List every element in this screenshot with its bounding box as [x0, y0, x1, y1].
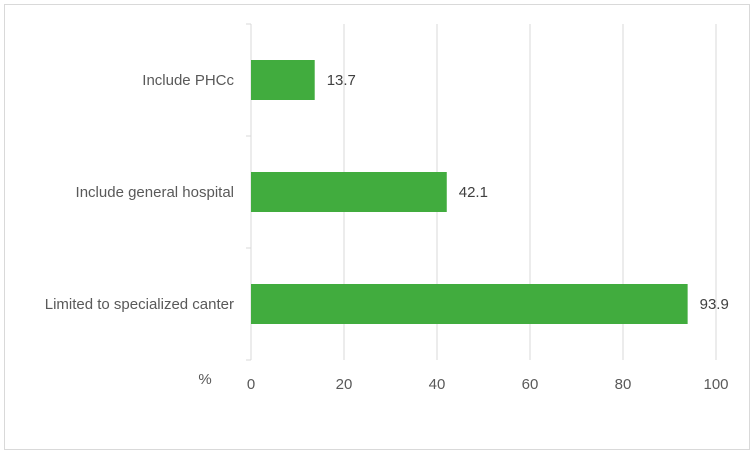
x-axis-label: %: [198, 371, 211, 388]
data-labels: 93.9 42.1 13.7: [327, 72, 729, 313]
category-label: Limited to specialized canter: [45, 296, 234, 313]
data-label: 93.9: [700, 296, 729, 313]
category-labels: Limited to specialized canter Include gen…: [45, 72, 235, 313]
x-tick-label: 60: [522, 376, 539, 393]
bars: [251, 60, 688, 324]
x-tick-label: 20: [336, 376, 353, 393]
x-tick-label: 0: [247, 376, 255, 393]
category-label: Include PHCc: [142, 72, 234, 89]
chart-frame: [4, 4, 750, 450]
bar: [251, 60, 315, 100]
x-tick-label: 80: [615, 376, 632, 393]
x-tick-label: 40: [429, 376, 446, 393]
bar: [251, 172, 447, 212]
x-tick-label: 100: [703, 376, 728, 393]
data-label: 42.1: [459, 184, 488, 201]
category-label: Include general hospital: [76, 184, 234, 201]
data-label: 13.7: [327, 72, 356, 89]
bar: [251, 284, 688, 324]
x-tick-labels: 0 20 40 60 80 100: [247, 376, 729, 393]
axes: [246, 23, 252, 361]
